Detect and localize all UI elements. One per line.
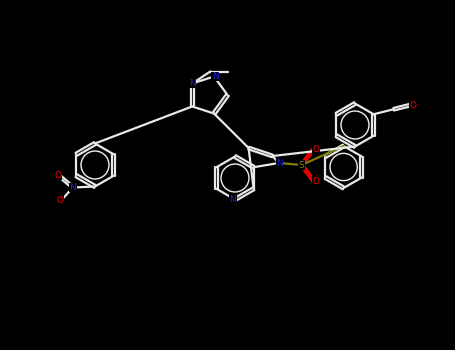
Text: N: N <box>70 183 76 192</box>
Text: O: O <box>55 171 61 180</box>
Text: N: N <box>189 79 196 88</box>
Text: O: O <box>409 101 416 110</box>
Text: O: O <box>56 196 64 205</box>
Text: N: N <box>212 72 218 81</box>
Text: S: S <box>299 161 304 169</box>
Text: N: N <box>276 159 283 168</box>
Text: O: O <box>312 145 319 154</box>
Text: O: O <box>312 176 319 186</box>
Text: N: N <box>230 195 237 204</box>
